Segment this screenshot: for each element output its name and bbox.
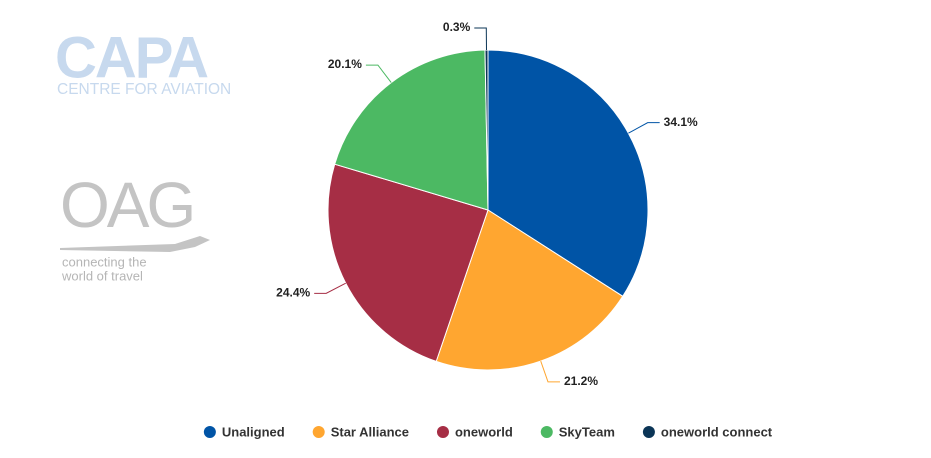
data-label: 0.3% <box>443 20 471 34</box>
data-label: 21.2% <box>564 374 598 388</box>
legend-marker <box>642 426 655 438</box>
oag-tagline: connecting the <box>62 254 147 269</box>
pie-slice <box>484 49 489 211</box>
legend-label: Unaligned <box>222 424 285 439</box>
data-label: 34.1% <box>664 115 698 129</box>
leader-line <box>540 360 560 383</box>
pie-slice <box>435 209 624 371</box>
legend-label: SkyTeam <box>559 424 615 439</box>
capa-subtitle: CENTRE FOR AVIATION <box>57 81 231 98</box>
leader-line <box>314 282 346 294</box>
plane-icon <box>60 236 210 252</box>
leader-line <box>474 27 487 51</box>
pie-slice <box>334 49 489 211</box>
leader-line <box>628 122 660 134</box>
legend-label: Star Alliance <box>331 424 409 439</box>
pie-slice <box>487 49 649 297</box>
capa-logo: CAPA <box>55 25 208 90</box>
oag-tagline: world of travel <box>61 268 143 283</box>
legend-marker <box>312 426 325 438</box>
legend-label: oneworld connect <box>661 424 773 439</box>
oag-logo: OAG <box>60 169 193 241</box>
legend-marker <box>540 426 553 438</box>
data-label: 24.4% <box>276 285 310 299</box>
legend-marker <box>436 426 449 438</box>
legend-marker <box>203 426 216 438</box>
data-label: 20.1% <box>328 57 362 71</box>
leader-line <box>365 64 392 83</box>
legend-label: oneworld <box>455 424 513 439</box>
